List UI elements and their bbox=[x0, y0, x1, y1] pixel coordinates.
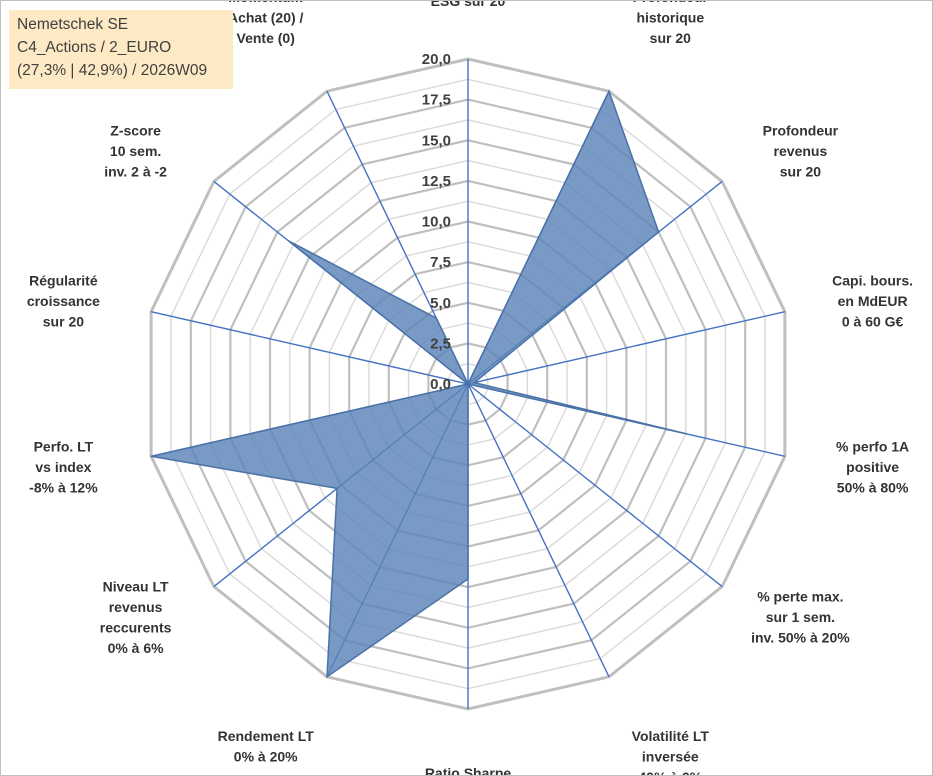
info-stats-week: (27,3% | 42,9%) / 2026W09 bbox=[17, 62, 208, 79]
data-point-1 bbox=[608, 90, 610, 92]
tick-label-1: 2,5 bbox=[430, 335, 451, 352]
label-layer: NoteESG sur 20 Profondeurhistoriquesur 20… bbox=[27, 1, 913, 775]
tick-layer: 0,0 2,5 5,0 7,5 10,0 12,5 15,0 17,5 20,0 bbox=[422, 51, 451, 393]
axis-label-1: Profondeurhistoriquesur 20 bbox=[633, 1, 709, 46]
tick-label-6: 15,0 bbox=[422, 132, 451, 149]
data-point-3 bbox=[473, 381, 476, 384]
data-point-4 bbox=[685, 433, 688, 435]
tick-label-7: 17,5 bbox=[422, 92, 451, 109]
axis-spoke-5 bbox=[467, 383, 723, 588]
tick-label-0: 0,0 bbox=[430, 376, 451, 393]
axis-label-13: MomentumAchat (20) /Vente (0) bbox=[228, 1, 304, 46]
series-area-0 bbox=[150, 89, 687, 679]
axis-spoke-11 bbox=[150, 311, 469, 385]
axis-label-10: Perfo. LT vs index -8% à 12% bbox=[29, 439, 98, 496]
axis-label-7: Ratio Sharpe0 à 1 bbox=[425, 765, 512, 775]
data-point-11 bbox=[467, 383, 469, 385]
tick-label-4: 10,0 bbox=[422, 214, 451, 231]
axis-label-4: % perfo 1A positive 50% à 80% bbox=[836, 439, 909, 496]
tick-label-8: 20,0 bbox=[422, 51, 451, 68]
info-box: Nemetschek SE C4_Actions / 2_EURO (27,3%… bbox=[9, 10, 233, 89]
axis-spoke-6 bbox=[467, 383, 610, 678]
data-point-10 bbox=[150, 455, 152, 458]
tick-label-2: 5,0 bbox=[430, 295, 451, 312]
data-point-9 bbox=[336, 487, 338, 490]
axis-label-6: Volatilité LTinversée40% à 0% bbox=[632, 728, 710, 775]
axis-label-11: Régularité croissance sur 20 bbox=[27, 272, 100, 329]
axis-label-0: NoteESG sur 20 bbox=[431, 1, 506, 9]
axis-label-9: Niveau LT revenus reccurents 0% à 6% bbox=[100, 578, 172, 656]
axis-label-8: Rendement LT 0% à 20% bbox=[218, 728, 315, 765]
data-point-8 bbox=[326, 676, 328, 678]
axis-label-12: Z-score 10 sem. inv. 2 à -2 bbox=[104, 122, 167, 179]
data-point-7 bbox=[467, 578, 469, 580]
tick-label-5: 12,5 bbox=[422, 173, 451, 190]
series-layer bbox=[150, 89, 688, 679]
data-point-12 bbox=[288, 240, 290, 242]
tick-label-3: 7,5 bbox=[430, 254, 451, 271]
data-point-13 bbox=[435, 317, 438, 319]
info-company-name: Nemetschek SE bbox=[17, 16, 129, 33]
data-point-2 bbox=[657, 231, 660, 233]
axis-spoke-3 bbox=[467, 311, 786, 385]
info-category: C4_Actions / 2_EURO bbox=[17, 39, 172, 56]
axis-label-3: Capi. bours. en MdEUR 0 à 60 G€ bbox=[832, 272, 913, 329]
axis-label-5: % perte max. sur 1 sem. inv. 50% à 20% bbox=[751, 589, 850, 646]
axis-label-2: Profondeur revenus sur 20 bbox=[763, 122, 839, 179]
